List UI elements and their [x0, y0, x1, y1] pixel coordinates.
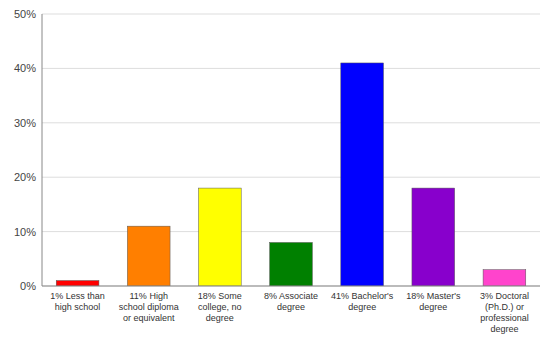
x-tick-label-line: 11% High — [130, 291, 168, 301]
bar — [341, 63, 384, 286]
grid-line — [42, 68, 540, 69]
grid-line — [42, 122, 540, 123]
x-tick-label-line: degree — [419, 302, 447, 312]
x-tick-label: 41% Bachelor'sdegree — [331, 291, 394, 312]
x-tick-label: 1% Less thanhigh school — [50, 291, 105, 312]
x-tick-label: 11% Highschool diplomaor equivalent — [119, 291, 179, 323]
y-tick-label: 50% — [14, 8, 36, 20]
y-tick-label: 40% — [14, 62, 36, 74]
x-tick-label: 18% Master'sdegree — [406, 291, 461, 312]
x-tick-label-line: 18% Master's — [406, 291, 461, 301]
x-tick-label-line: high school — [55, 302, 101, 312]
grid-line — [42, 177, 540, 178]
x-axis — [42, 286, 540, 287]
x-tick-label-line: degree — [277, 302, 305, 312]
x-tick-label-line: degree — [206, 313, 234, 323]
y-tick-label: 20% — [14, 171, 36, 183]
bar — [127, 226, 170, 286]
grid-line — [42, 286, 540, 287]
bar — [199, 188, 242, 286]
bar — [270, 242, 313, 286]
x-tick-label-line: degree — [490, 324, 518, 334]
bars — [56, 63, 526, 286]
chart-container: 0% 10% 20% 30% 40% 50% 1% Less thanhigh school… — [0, 0, 550, 350]
x-tick-label-line: college, no — [198, 302, 242, 312]
x-tick-label-line: (Ph.D.) or — [485, 302, 524, 312]
x-tick-label-line: or equivalent — [123, 313, 175, 323]
x-tick-label-line: 1% Less than — [50, 291, 105, 301]
y-tick-label: 10% — [14, 226, 36, 238]
bar — [56, 281, 99, 286]
y-tick-label: 0% — [20, 280, 36, 292]
x-tick-label-line: 41% Bachelor's — [331, 291, 394, 301]
grid-line — [42, 14, 540, 15]
grid — [42, 14, 540, 286]
x-tick-label: 8% Associatedegree — [264, 291, 318, 312]
bar — [483, 270, 526, 286]
x-tick-label-line: 18% Some — [198, 291, 242, 301]
grid-line — [42, 231, 540, 232]
x-tick-label-line: 3% Doctoral — [480, 291, 529, 301]
y-axis — [42, 14, 43, 286]
x-tick-label: 3% Doctoral(Ph.D.) orprofessionaldegree — [480, 291, 529, 334]
y-tick-label: 30% — [14, 117, 36, 129]
chart-svg: 0% 10% 20% 30% 40% 50% 1% Less thanhigh school… — [0, 0, 550, 350]
x-tick-label-line: professional — [480, 313, 529, 323]
x-tick-label-line: school diploma — [119, 302, 179, 312]
x-tick-label: 18% Somecollege, nodegree — [198, 291, 242, 323]
x-tick-label-line: degree — [348, 302, 376, 312]
x-tick-label-line: 8% Associate — [264, 291, 318, 301]
bar — [412, 188, 455, 286]
